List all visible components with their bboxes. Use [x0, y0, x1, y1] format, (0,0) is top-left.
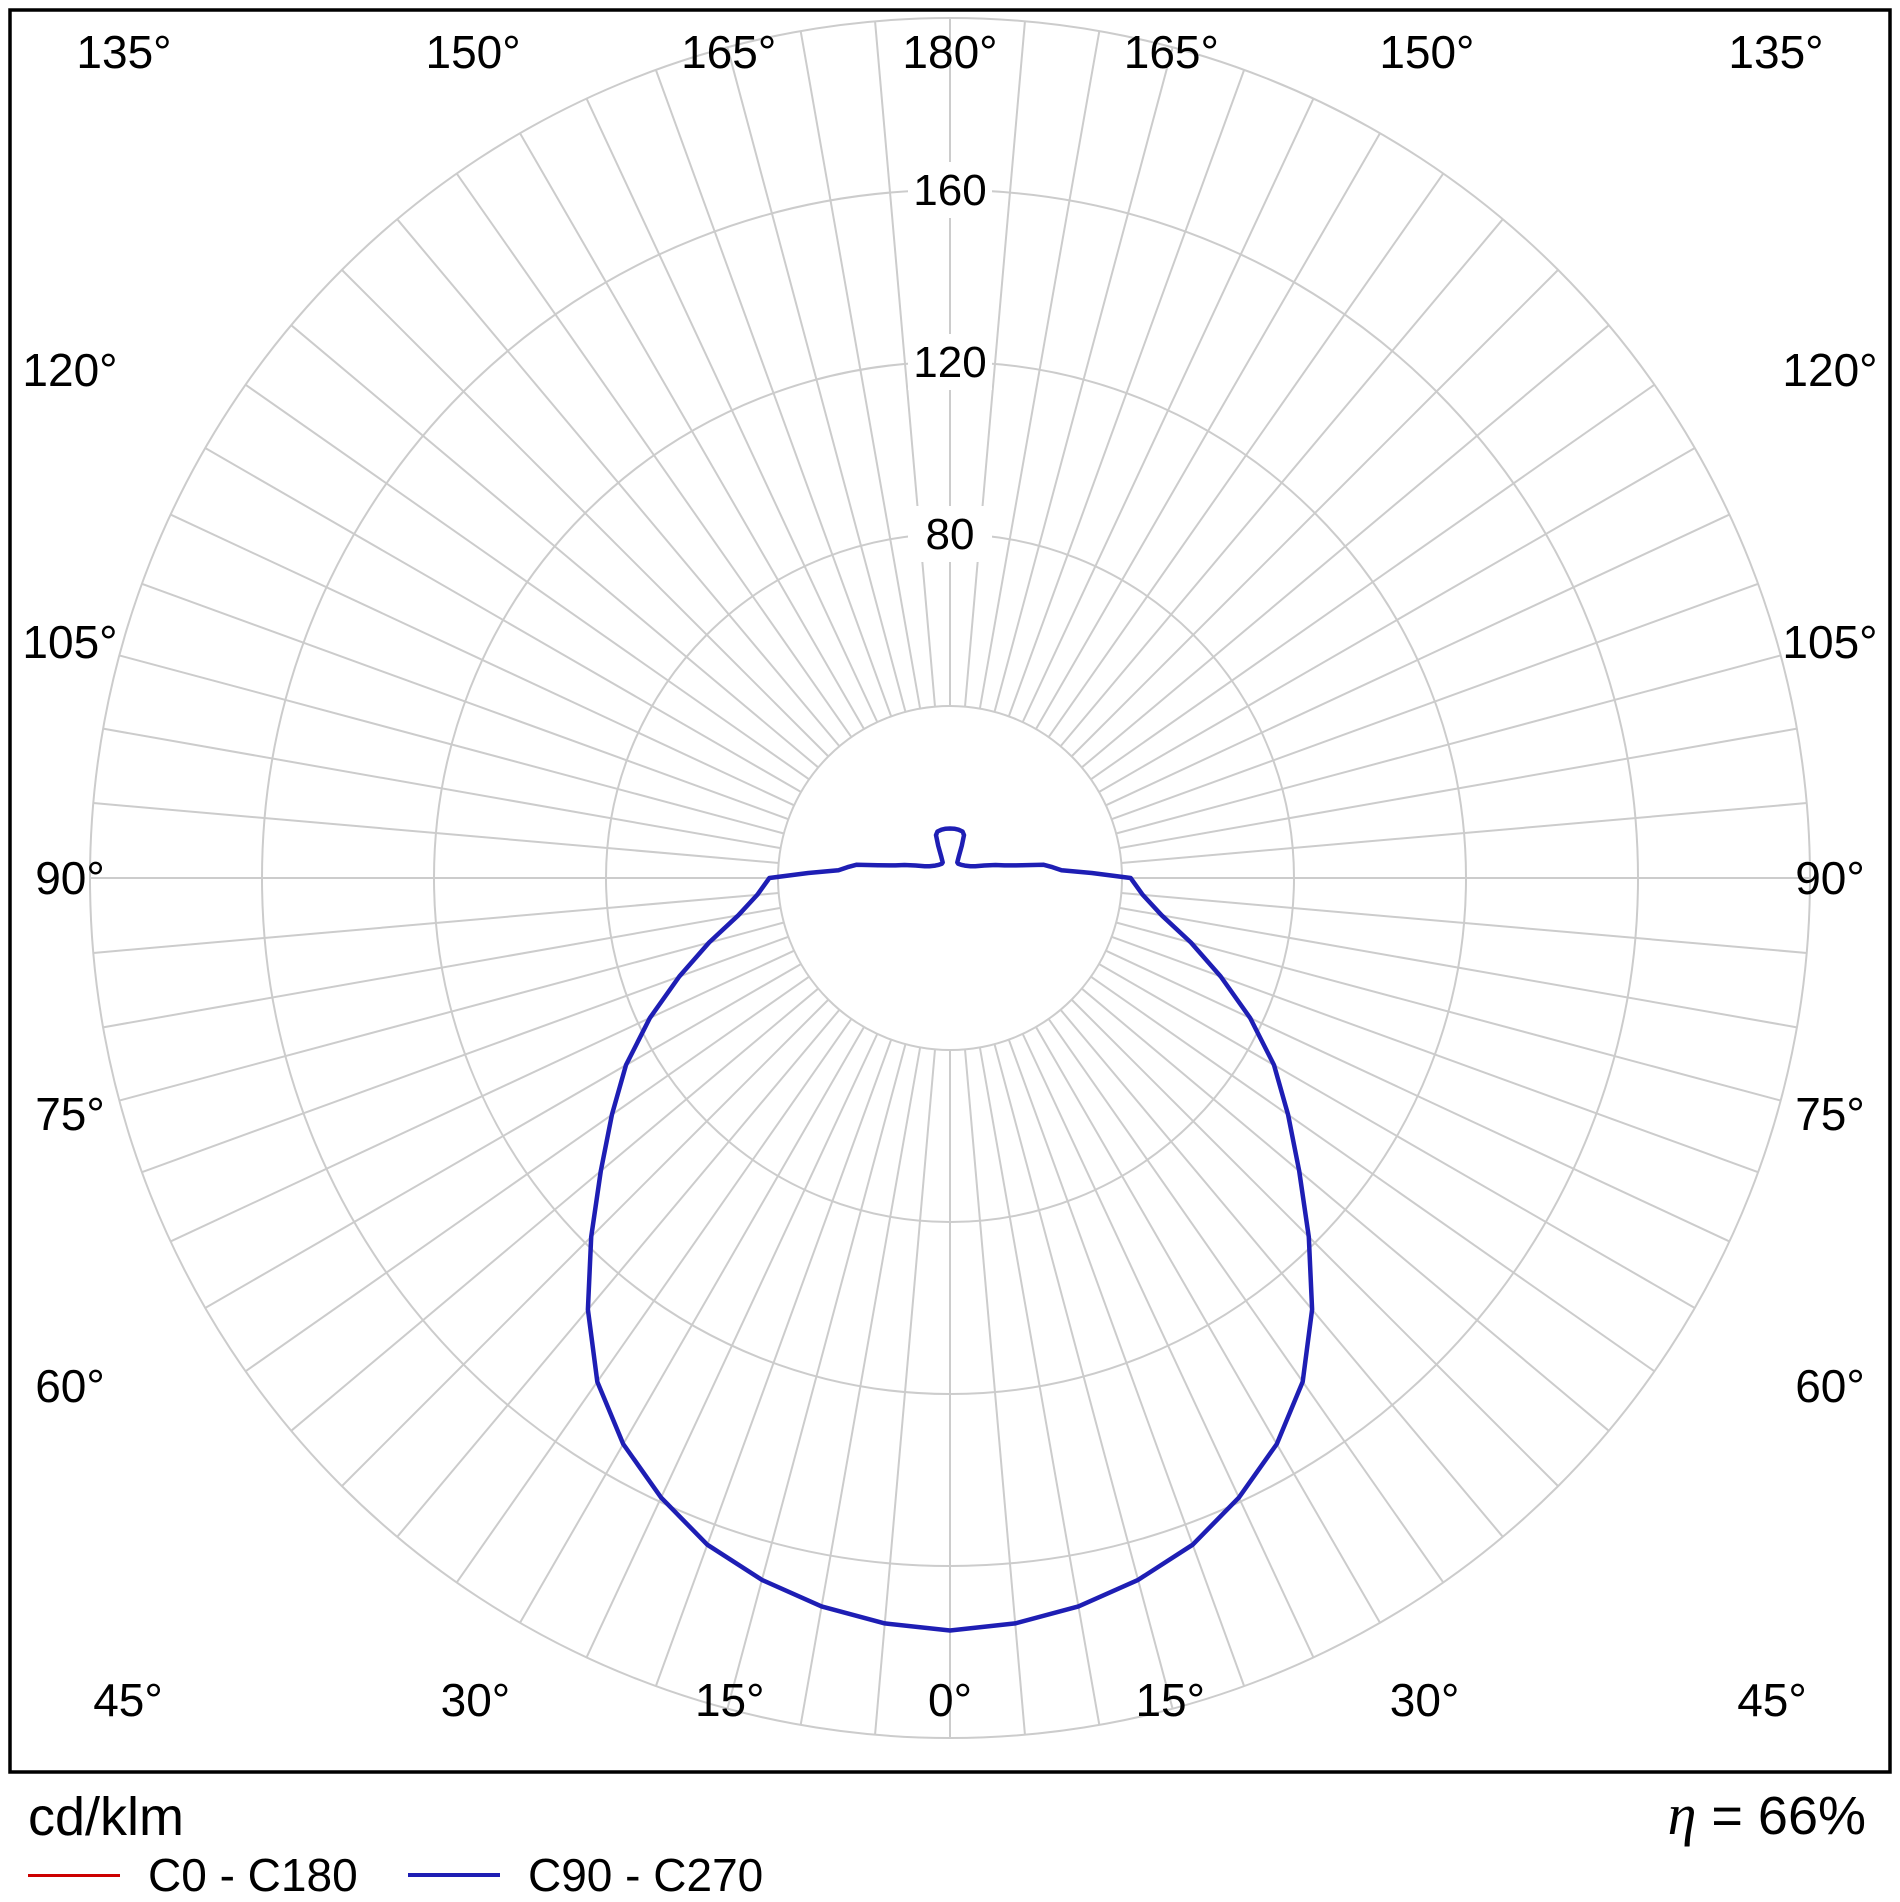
legend: C0 - C180 C90 - C270 [0, 1849, 1900, 1901]
legend-label-c90-c270: C90 - C270 [528, 1849, 764, 1901]
svg-text:135°: 135° [76, 26, 171, 78]
svg-text:80: 80 [926, 510, 975, 559]
svg-text:180°: 180° [902, 26, 997, 78]
svg-text:15°: 15° [1135, 1674, 1205, 1726]
svg-text:165°: 165° [1124, 26, 1219, 78]
svg-text:15°: 15° [695, 1674, 765, 1726]
legend-label-c0-c180: C0 - C180 [148, 1849, 358, 1901]
svg-text:105°: 105° [22, 616, 117, 668]
svg-text:30°: 30° [441, 1674, 511, 1726]
svg-text:75°: 75° [1795, 1088, 1865, 1140]
units-label: cd/klm [28, 1787, 185, 1847]
svg-text:150°: 150° [426, 26, 521, 78]
svg-text:45°: 45° [1737, 1674, 1807, 1726]
svg-text:120: 120 [913, 338, 986, 387]
svg-text:30°: 30° [1390, 1674, 1460, 1726]
polar-chart: 80 120 160 0° 15° 15° 30° 30° 45° 45° 60° 60° 75° 75°… [8, 8, 1892, 1774]
svg-text:165°: 165° [681, 26, 776, 78]
svg-text:120°: 120° [22, 344, 117, 396]
svg-text:135°: 135° [1728, 26, 1823, 78]
efficiency-label: η = 66% [1668, 1786, 1866, 1846]
svg-text:105°: 105° [1782, 616, 1877, 668]
svg-text:160: 160 [913, 166, 986, 215]
legend-item-c90-c270: C90 - C270 [408, 1849, 764, 1901]
svg-text:150°: 150° [1379, 26, 1474, 78]
efficiency-value: = 66% [1711, 1786, 1866, 1846]
c0-c180-line-swatch [28, 1873, 120, 1877]
svg-text:0°: 0° [928, 1674, 972, 1726]
svg-text:60°: 60° [1795, 1360, 1865, 1412]
svg-text:90°: 90° [35, 852, 105, 904]
eta-symbol: η [1667, 1782, 1697, 1847]
legend-item-c0-c180: C0 - C180 [28, 1849, 358, 1901]
svg-text:75°: 75° [35, 1088, 105, 1140]
svg-text:90°: 90° [1795, 852, 1865, 904]
c90-c270-line-swatch [408, 1872, 500, 1878]
svg-text:120°: 120° [1782, 344, 1877, 396]
svg-text:45°: 45° [93, 1674, 163, 1726]
svg-text:60°: 60° [35, 1360, 105, 1412]
